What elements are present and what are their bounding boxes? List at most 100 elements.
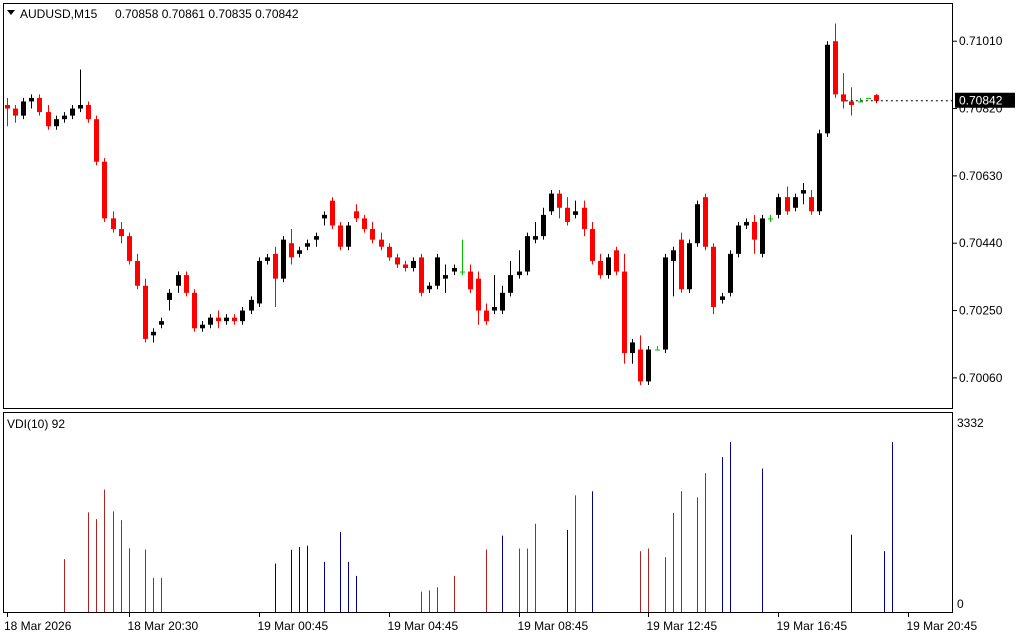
- candle-body: [395, 257, 400, 265]
- candle: [858, 97, 863, 103]
- candle: [468, 264, 473, 293]
- candle-body: [322, 214, 327, 219]
- price-tick-label: 0.71010: [959, 34, 1003, 48]
- candle-body: [541, 214, 546, 237]
- candle: [500, 285, 505, 315]
- candle-body: [549, 193, 554, 212]
- candle-body: [330, 200, 335, 226]
- candle-body: [679, 239, 684, 290]
- candle: [687, 239, 692, 293]
- candle: [322, 211, 327, 226]
- candle: [638, 335, 643, 385]
- price-tick-label: 0.70250: [959, 304, 1003, 318]
- candle: [427, 282, 432, 293]
- candle-body: [346, 225, 351, 247]
- candle-body: [29, 97, 34, 102]
- candle: [403, 260, 408, 272]
- candle: [62, 112, 67, 123]
- candle: [655, 345, 660, 351]
- candle: [582, 200, 587, 237]
- candle: [338, 221, 343, 251]
- candle: [111, 211, 116, 233]
- candle-body: [638, 349, 643, 382]
- candle: [86, 101, 91, 123]
- candle: [240, 307, 245, 325]
- candle-body: [200, 324, 205, 329]
- candle-body: [809, 197, 814, 212]
- candle: [5, 97, 10, 127]
- candle: [841, 73, 846, 109]
- candle-body: [785, 197, 790, 212]
- candle: [801, 182, 806, 205]
- candle: [94, 115, 99, 166]
- candle: [825, 41, 830, 137]
- dropdown-triangle-icon[interactable]: [7, 10, 15, 15]
- candle-body: [517, 271, 522, 276]
- candle: [874, 94, 879, 104]
- candle-body: [606, 257, 611, 276]
- candle: [565, 197, 570, 226]
- candle: [752, 214, 757, 254]
- candle: [119, 221, 124, 244]
- candle: [29, 94, 34, 109]
- candle: [216, 310, 221, 329]
- candle-body: [249, 299, 254, 311]
- candle: [768, 214, 773, 222]
- candle-body: [5, 105, 10, 109]
- candle-body: [338, 225, 343, 247]
- candle: [460, 239, 465, 276]
- candle: [387, 243, 392, 261]
- candle: [200, 321, 205, 332]
- candle-body: [184, 275, 189, 293]
- candle: [13, 105, 18, 123]
- candle-body: [817, 133, 822, 212]
- candle-body: [744, 221, 749, 226]
- candle: [833, 23, 838, 98]
- candle: [184, 271, 189, 297]
- current-price-label: 0.70842: [959, 94, 1003, 108]
- candle: [135, 253, 140, 290]
- candle: [443, 264, 448, 293]
- candle: [663, 253, 668, 354]
- candle: [419, 253, 424, 297]
- candle: [679, 232, 684, 293]
- candle-body: [151, 331, 156, 336]
- current-price-marker: 0.70842: [845, 92, 1015, 108]
- candle-body: [655, 349, 660, 351]
- candle-body: [866, 97, 871, 99]
- time-tick-label: 19 Mar 20:45: [907, 619, 978, 633]
- price-tick-label: 0.70060: [959, 371, 1003, 385]
- candle: [435, 253, 440, 290]
- candle-body: [159, 321, 164, 325]
- candle-body: [573, 211, 578, 215]
- candle: [809, 190, 814, 215]
- candle: [484, 303, 489, 325]
- vdi-bars-group: [64, 442, 893, 612]
- candle-body: [525, 236, 530, 272]
- candle-body: [111, 218, 116, 230]
- candle-body: [793, 197, 798, 208]
- candle: [54, 115, 59, 130]
- candle: [78, 69, 83, 113]
- symbol-label: AUDUSD,M15: [20, 7, 98, 21]
- candle: [370, 221, 375, 244]
- candle: [411, 257, 416, 272]
- candle: [606, 253, 611, 279]
- candle-body: [403, 264, 408, 269]
- candle-body: [443, 275, 448, 279]
- candle-body: [533, 236, 538, 240]
- candle: [598, 253, 603, 279]
- candle: [281, 236, 286, 283]
- candle-body: [508, 275, 513, 293]
- candle-body: [752, 221, 757, 240]
- candle-body: [557, 193, 562, 208]
- ohlc-readout: 0.70858 0.70861 0.70835 0.70842: [115, 7, 299, 21]
- indicator-axis: 3332 0: [957, 416, 984, 611]
- candle-body: [167, 292, 172, 300]
- candle: [37, 94, 42, 116]
- candle: [736, 221, 741, 258]
- candle-body: [70, 108, 75, 116]
- candle-body: [102, 161, 107, 219]
- candle: [176, 271, 181, 293]
- candle-body: [281, 239, 286, 279]
